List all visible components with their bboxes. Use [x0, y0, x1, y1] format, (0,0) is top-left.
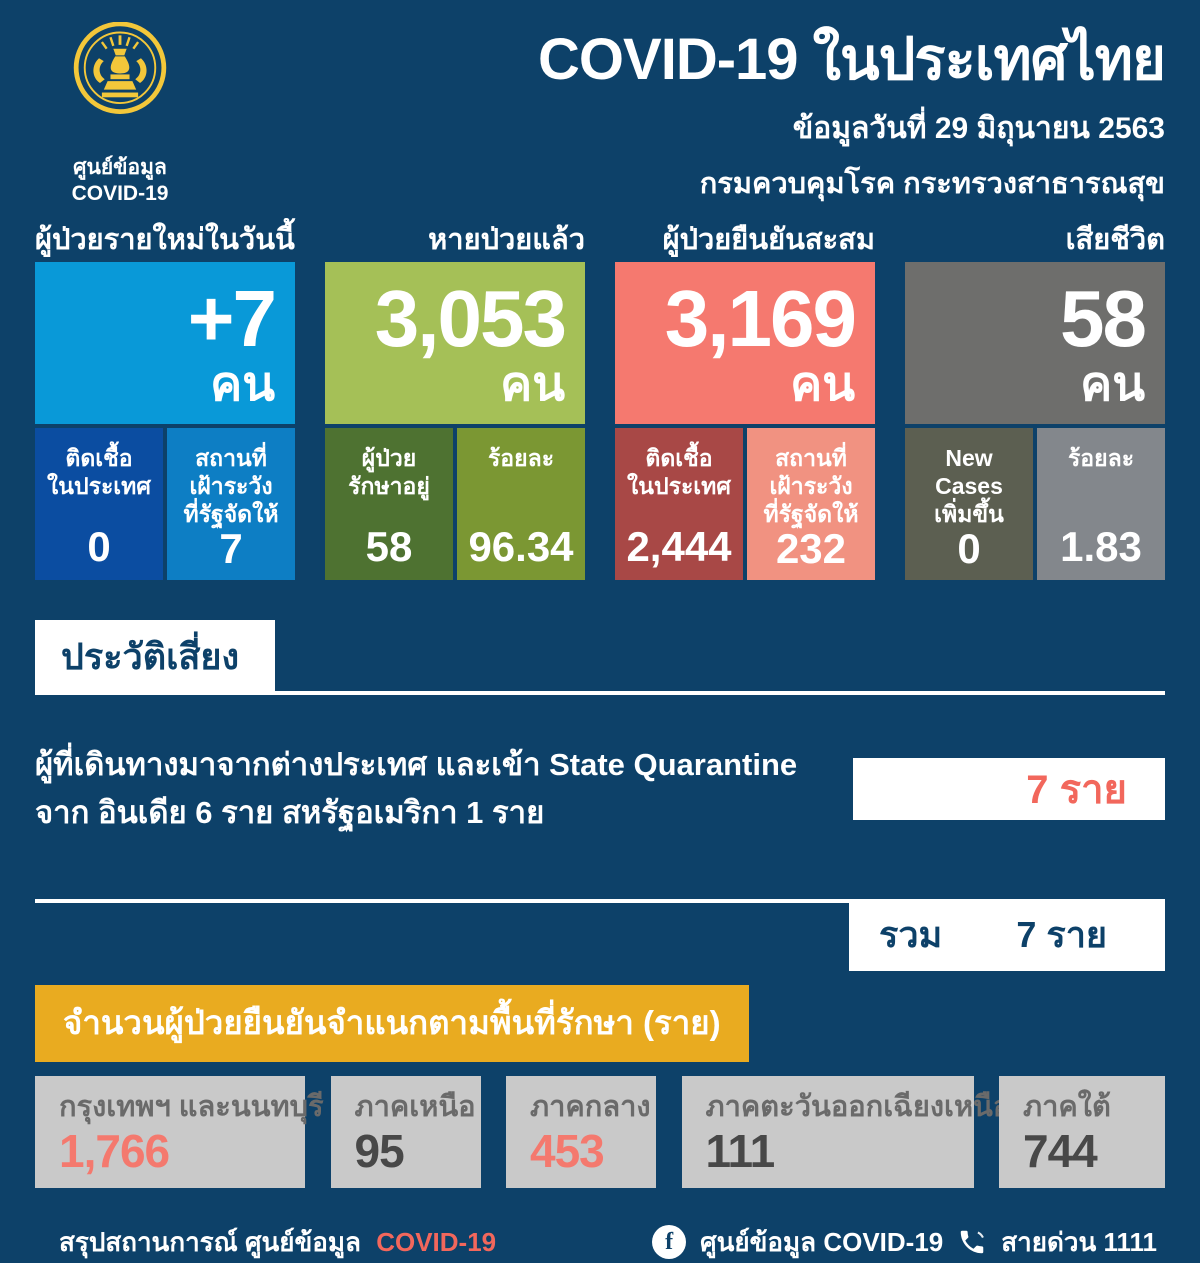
card-main-panel: 3,053 คน [325, 261, 585, 424]
risk-item: ผู้ที่เดินทางมาจากต่างประเทศ และเข้า Sta… [35, 741, 1165, 837]
sub-stat-domestic: ติดเชื้อ ในประเทศ 2,444 [615, 427, 743, 580]
phone-icon [961, 1230, 985, 1254]
risk-section-title: ประวัติเสี่ยง [35, 619, 275, 695]
card-unit: คน [790, 357, 855, 411]
region-value: 95 [354, 1125, 405, 1178]
card-main-panel: +7 คน [35, 261, 295, 424]
sub-stat-label: สถานที่ เฝ้าระวัง ที่รัฐจัดให้ [183, 444, 279, 527]
footer-summary-highlight: COVID-19 [376, 1226, 497, 1257]
footer-summary-label: สรุปสถานการณ์ ศูนย์ข้อมูล [59, 1226, 361, 1257]
report-date: ข้อมูลวันที่ 29 มิถุนายน 2563 [792, 111, 1165, 145]
facebook-icon: f [652, 1225, 687, 1260]
sub-stat-label: ติดเชื้อ ในประเทศ [627, 444, 731, 499]
region-card-north: ภาคเหนือ 95 [330, 1075, 481, 1188]
card-main-value: 58 [1060, 273, 1147, 363]
card-main-panel: 3,169 คน [615, 261, 875, 424]
sub-stat-value: 7 [219, 524, 243, 572]
govt-emblem-icon [73, 21, 167, 114]
card-main-value: 3,169 [664, 273, 857, 363]
card-title: เสียชีวิต [1065, 223, 1165, 256]
sub-stat-label: สถานที่ เฝ้าระวัง ที่รัฐจัดให้ [763, 444, 859, 527]
risk-section: ประวัติเสี่ยง ผู้ที่เดินทางมาจากต่างประเ… [35, 619, 1165, 971]
page-title: COVID-19 ในประเทศไทย [538, 27, 1166, 92]
risk-description: ผู้ที่เดินทางมาจากต่างประเทศ และเข้า Sta… [35, 746, 798, 830]
card-unit: คน [500, 357, 565, 411]
footer-summary-text: สรุปสถานการณ์ ศูนย์ข้อมูล COVID-19 [59, 1222, 496, 1263]
sub-stat-value: 1.83 [1060, 522, 1142, 570]
sub-stat-value: 232 [775, 524, 847, 572]
sub-stat-label: New Cases เพิ่มขึ้น [934, 444, 1004, 527]
card-title: ผู้ป่วยยืนยันสะสม [662, 223, 875, 256]
card-title: หายป่วยแล้ว [428, 223, 585, 256]
card-recovered: หายป่วยแล้ว 3,053 คน ผู้ป่วย รักษาอยู่ 5… [325, 220, 585, 580]
risk-header-divider [275, 690, 1165, 695]
sub-stat-percent: ร้อยละ 96.34 [457, 427, 585, 580]
logo-caption: ศูนย์ข้อมูล COVID-19 [35, 155, 205, 208]
regions-row: กรุงเทพฯ และนนทบุรี 1,766 ภาคเหนือ 95 ภา… [35, 1075, 1165, 1188]
region-card-central: ภาคกลาง 453 [506, 1075, 656, 1188]
card-unit: คน [210, 357, 275, 411]
title-block: COVID-19 ในประเทศไทย ข้อมูลวันที่ 29 มิถ… [205, 18, 1166, 206]
risk-count-badge: 7 ราย [853, 757, 1165, 820]
card-new-cases: ผู้ป่วยรายใหม่ในวันนี้ +7 คน ติดเชื้อ ใน… [35, 220, 295, 580]
card-sub-panels: ผู้ป่วย รักษาอยู่ 58 ร้อยละ 96.34 [325, 427, 585, 580]
region-name: กรุงเทพฯ และนนทบุรี [59, 1090, 324, 1123]
infographic-page: ศูนย์ข้อมูล COVID-19 COVID-19 ในประเทศไท… [35, 18, 1166, 1260]
sub-stat-label: ร้อยละ [1067, 444, 1135, 471]
card-sub-panels: New Cases เพิ่มขึ้น 0 ร้อยละ 1.83 [905, 427, 1165, 580]
total-label: รวม [879, 914, 943, 956]
footer-contacts: f ศูนย์ข้อมูล COVID-19 สายด่วน 1111 [652, 1222, 1157, 1263]
region-value: 744 [1023, 1125, 1098, 1178]
sub-stat-value: 58 [365, 522, 413, 570]
card-main-panel: 58 คน [905, 261, 1165, 424]
region-name: ภาคเหนือ [354, 1090, 476, 1123]
facebook-label: ศูนย์ข้อมูล COVID-19 [700, 1226, 944, 1257]
card-main-value: +7 [187, 273, 277, 363]
sub-stat-new-deaths: New Cases เพิ่มขึ้น 0 [905, 427, 1033, 580]
sub-stat-domestic: ติดเชื้อ ในประเทศ 0 [35, 427, 163, 580]
sub-stat-label: ผู้ป่วย รักษาอยู่ [348, 444, 430, 499]
logo-caption-line2: COVID-19 [71, 182, 169, 206]
summary-cards-row: ผู้ป่วยรายใหม่ในวันนี้ +7 คน ติดเชื้อ ใน… [35, 220, 1165, 580]
risk-header-row: ประวัติเสี่ยง [35, 619, 1165, 695]
sub-stat-in-treatment: ผู้ป่วย รักษาอยู่ 58 [325, 427, 453, 580]
sub-stat-value: 2,444 [626, 522, 732, 570]
card-cumulative: ผู้ป่วยยืนยันสะสม 3,169 คน ติดเชื้อ ในปร… [615, 220, 875, 580]
region-name: ภาคใต้ [1023, 1090, 1111, 1123]
header: ศูนย์ข้อมูล COVID-19 COVID-19 ในประเทศไท… [35, 18, 1166, 208]
card-sub-panels: ติดเชื้อ ในประเทศ 2,444 สถานที่ เฝ้าระวั… [615, 427, 875, 580]
region-value: 1,766 [59, 1125, 170, 1178]
sub-stat-value: 0 [87, 522, 111, 570]
region-card-south: ภาคใต้ 744 [999, 1075, 1165, 1188]
sub-stat-label: ติดเชื้อ ในประเทศ [47, 444, 151, 499]
card-deaths: เสียชีวิต 58 คน New Cases เพิ่มขึ้น 0 ร้… [905, 220, 1165, 580]
region-name: ภาคกลาง [530, 1090, 651, 1123]
card-sub-panels: ติดเชื้อ ในประเทศ 0 สถานที่ เฝ้าระวัง ที… [35, 427, 295, 580]
sub-stat-value: 0 [957, 524, 981, 572]
risk-total-row: รวม 7 ราย [35, 898, 1165, 971]
total-divider-line [35, 898, 849, 903]
footer: สรุปสถานการณ์ ศูนย์ข้อมูล COVID-19 f ศูน… [35, 1222, 1165, 1263]
card-unit: คน [1080, 357, 1145, 411]
sub-stat-percent: ร้อยละ 1.83 [1037, 427, 1165, 580]
region-card-northeast: ภาคตะวันออกเฉียงเหนือ 111 [681, 1075, 1011, 1188]
region-value: 111 [705, 1125, 776, 1178]
sub-stat-value: 96.34 [468, 522, 574, 570]
region-section-title: จำนวนผู้ป่วยยืนยันจำแนกตามพื้นที่รักษา (… [35, 984, 749, 1062]
logo-caption-line1: ศูนย์ข้อมูล [73, 156, 167, 179]
hotline-label: สายด่วน 1111 [1001, 1226, 1157, 1257]
region-card-bangkok: กรุงเทพฯ และนนทบุรี 1,766 [35, 1075, 324, 1188]
card-main-value: 3,053 [374, 273, 567, 363]
region-section: จำนวนผู้ป่วยยืนยันจำแนกตามพื้นที่รักษา (… [35, 971, 1165, 1188]
card-title: ผู้ป่วยรายใหม่ในวันนี้ [35, 223, 295, 256]
region-name: ภาคตะวันออกเฉียงเหนือ [705, 1090, 1011, 1123]
logo-block: ศูนย์ข้อมูล COVID-19 [35, 18, 205, 208]
agency-name: กรมควบคุมโรค กระทรวงสาธารณสุข [699, 167, 1165, 200]
region-value: 453 [530, 1125, 605, 1178]
sub-stat-quarantine: สถานที่ เฝ้าระวัง ที่รัฐจัดให้ 7 [167, 427, 295, 580]
sub-stat-label: ร้อยละ [487, 444, 555, 471]
risk-total-box: รวม 7 ราย [849, 898, 1165, 971]
sub-stat-quarantine: สถานที่ เฝ้าระวัง ที่รัฐจัดให้ 232 [747, 427, 875, 580]
total-value: 7 ราย [1016, 914, 1107, 956]
